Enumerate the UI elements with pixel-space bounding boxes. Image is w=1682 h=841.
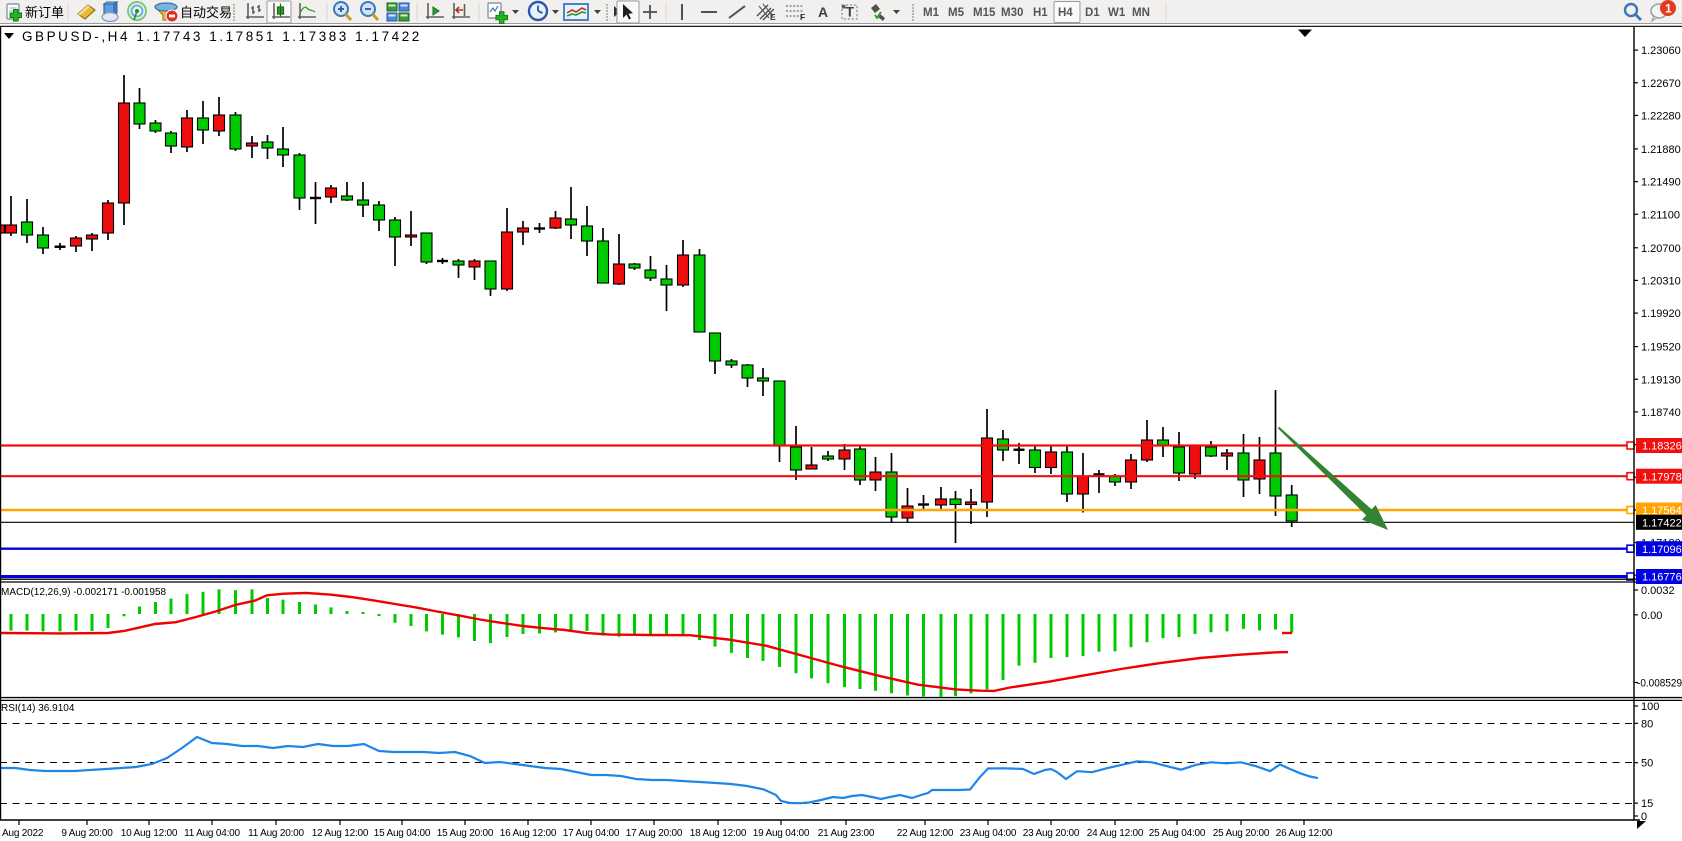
svg-text:1: 1 (1665, 2, 1672, 16)
svg-text:1.17564: 1.17564 (1642, 505, 1682, 517)
svg-text:1.19520: 1.19520 (1641, 342, 1681, 354)
svg-text:0.00: 0.00 (1641, 610, 1662, 622)
svg-text:15 Aug 04:00: 15 Aug 04:00 (374, 828, 431, 839)
svg-text:80: 80 (1641, 718, 1653, 730)
svg-text:T: T (846, 4, 855, 20)
svg-text:自动交易: 自动交易 (180, 5, 232, 20)
svg-text:21 Aug 23:00: 21 Aug 23:00 (818, 828, 875, 839)
svg-text:M30: M30 (1001, 7, 1023, 19)
svg-text:E: E (770, 12, 776, 22)
svg-text:F: F (800, 12, 805, 22)
svg-text:100: 100 (1641, 701, 1659, 713)
svg-text:1.18326: 1.18326 (1642, 441, 1682, 453)
svg-text:10 Aug 12:00: 10 Aug 12:00 (121, 828, 178, 839)
svg-text:1.19920: 1.19920 (1641, 308, 1681, 320)
svg-text:25 Aug 04:00: 25 Aug 04:00 (1149, 828, 1206, 839)
svg-text:W1: W1 (1108, 7, 1126, 19)
svg-text:16 Aug 12:00: 16 Aug 12:00 (500, 828, 557, 839)
svg-text:22 Aug 12:00: 22 Aug 12:00 (897, 828, 954, 839)
svg-text:新订单: 新订单 (25, 5, 64, 20)
svg-text:M15: M15 (973, 7, 996, 19)
svg-text:1.21100: 1.21100 (1641, 209, 1680, 221)
svg-text:MACD(12,26,9) -0.002171 -0.001: MACD(12,26,9) -0.002171 -0.001958 (1, 587, 167, 598)
svg-text:0: 0 (1641, 811, 1647, 823)
svg-text:25 Aug 20:00: 25 Aug 20:00 (1213, 828, 1270, 839)
svg-text:H1: H1 (1033, 7, 1048, 19)
svg-text:1.23060: 1.23060 (1641, 45, 1681, 57)
svg-text:11 Aug 20:00: 11 Aug 20:00 (248, 828, 304, 839)
svg-text:1.17096: 1.17096 (1642, 544, 1682, 556)
svg-text:24 Aug 12:00: 24 Aug 12:00 (1087, 828, 1144, 839)
svg-text:1.17422: 1.17422 (1642, 518, 1682, 530)
svg-text:15: 15 (1641, 798, 1653, 810)
svg-text:26 Aug 12:00: 26 Aug 12:00 (1276, 828, 1333, 839)
svg-text:1.17978: 1.17978 (1642, 471, 1682, 483)
svg-text:1.20700: 1.20700 (1641, 243, 1681, 255)
svg-text:15 Aug 20:00: 15 Aug 20:00 (437, 828, 494, 839)
svg-text:17 Aug 04:00: 17 Aug 04:00 (563, 828, 620, 839)
svg-text:M5: M5 (948, 7, 965, 19)
svg-text:GBPUSD-,H4 1.17743 1.17851 1.: GBPUSD-,H4 1.17743 1.17851 1.17383 1.174… (22, 29, 422, 44)
svg-text:1.22670: 1.22670 (1641, 78, 1681, 90)
svg-text:19 Aug 04:00: 19 Aug 04:00 (753, 828, 810, 839)
svg-text:M1: M1 (923, 7, 940, 19)
svg-text:1.20310: 1.20310 (1641, 275, 1681, 287)
svg-text:23 Aug 04:00: 23 Aug 04:00 (960, 828, 1017, 839)
svg-text:1.21880: 1.21880 (1641, 144, 1681, 156)
svg-text:MN: MN (1132, 7, 1150, 19)
svg-text:9 Aug 20:00: 9 Aug 20:00 (61, 828, 113, 839)
svg-text:1.21490: 1.21490 (1641, 177, 1681, 189)
svg-text:18 Aug 12:00: 18 Aug 12:00 (690, 828, 747, 839)
svg-text:23 Aug 20:00: 23 Aug 20:00 (1023, 828, 1080, 839)
svg-text:11 Aug 04:00: 11 Aug 04:00 (184, 828, 240, 839)
svg-text:D1: D1 (1085, 7, 1100, 19)
svg-text:1.16776: 1.16776 (1642, 572, 1682, 584)
svg-text:1.19130: 1.19130 (1641, 374, 1681, 386)
svg-text:1.18740: 1.18740 (1641, 407, 1681, 419)
svg-text:50: 50 (1641, 758, 1653, 770)
svg-text:-0.008529: -0.008529 (1637, 678, 1682, 690)
svg-text:A: A (818, 4, 828, 20)
svg-text:Aug 2022: Aug 2022 (2, 828, 44, 839)
svg-text:1.22280: 1.22280 (1641, 110, 1681, 122)
svg-text:12 Aug 12:00: 12 Aug 12:00 (312, 828, 369, 839)
svg-text:0.0032: 0.0032 (1641, 585, 1675, 597)
svg-text:H4: H4 (1058, 7, 1073, 19)
svg-text:RSI(14) 36.9104: RSI(14) 36.9104 (1, 703, 75, 714)
svg-text:17 Aug 20:00: 17 Aug 20:00 (626, 828, 683, 839)
